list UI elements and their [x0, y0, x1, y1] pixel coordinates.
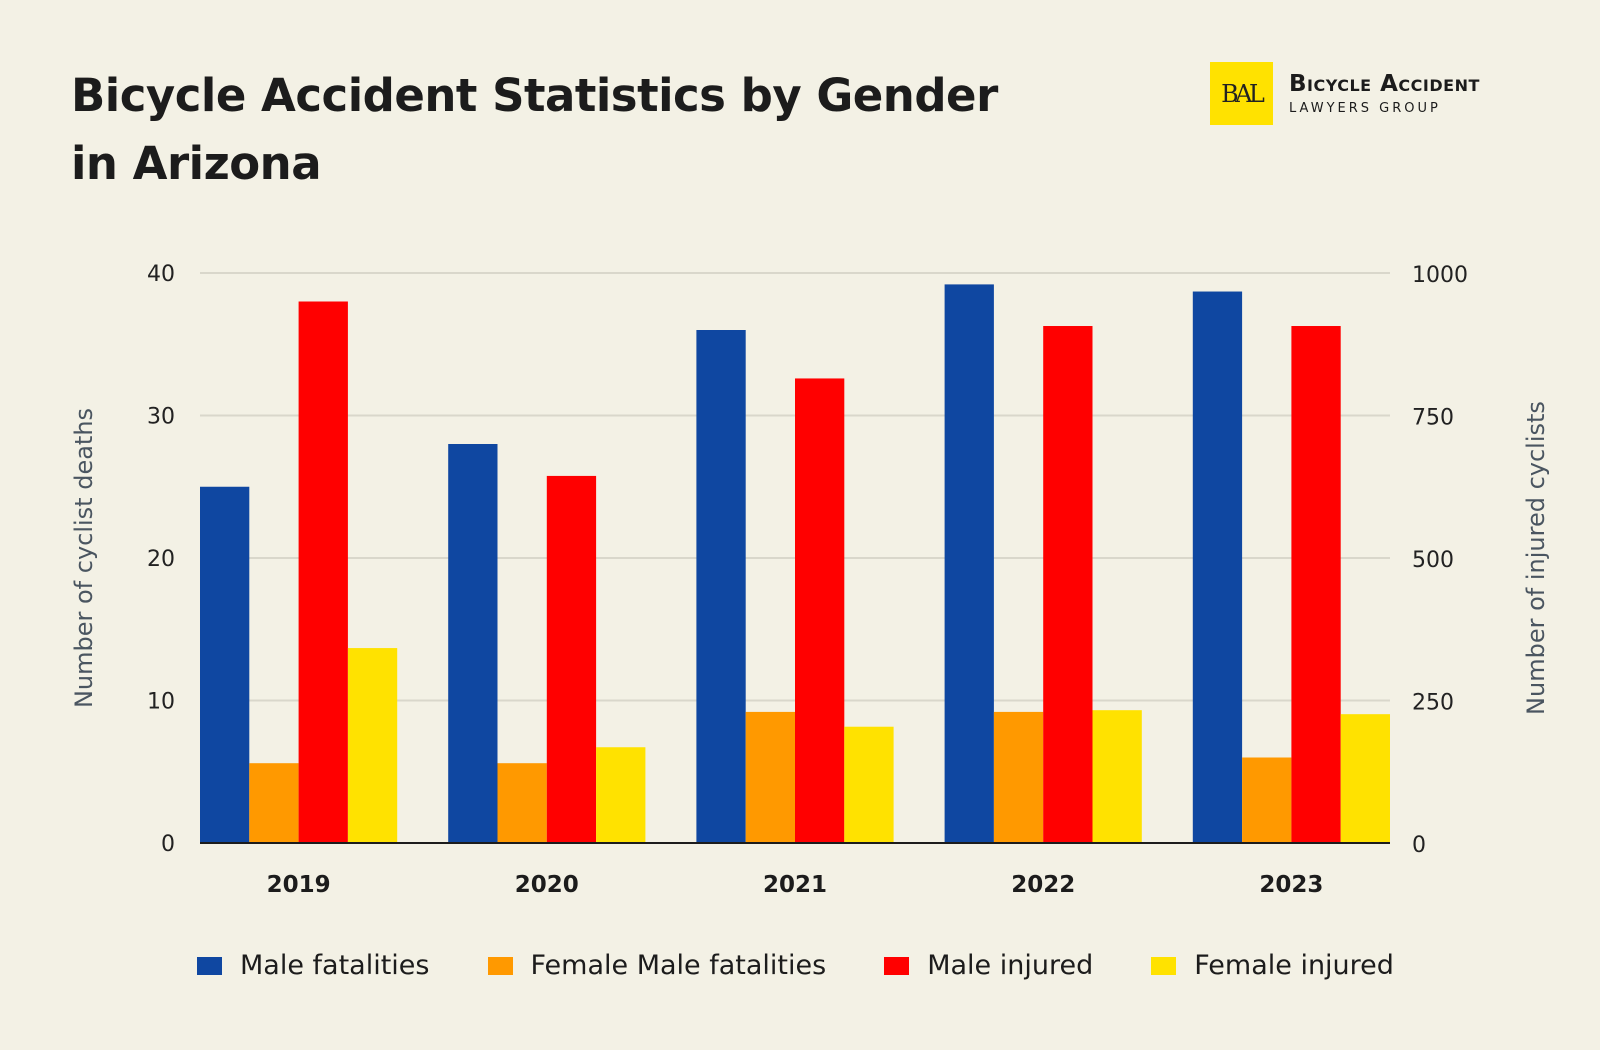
legend-item: Female Male fatalities — [487, 950, 827, 981]
bar-female-injured-2021 — [844, 726, 894, 843]
x-tick-label: 2022 — [1011, 872, 1075, 898]
bar-male-fatalities-2022 — [944, 284, 994, 843]
bar-female-male-fatalities-2021 — [745, 711, 795, 843]
legend-swatch — [884, 956, 910, 975]
y-right-tick-label: 250 — [1412, 691, 1454, 716]
legend-item: Female injured — [1151, 950, 1394, 981]
y-right-tick-label: 1000 — [1412, 263, 1468, 288]
legend-item: Male fatalities — [197, 950, 430, 981]
chart-title: Bicycle Accident Statistics by Gender in… — [71, 69, 998, 190]
bar-female-injured-2022 — [1092, 710, 1142, 843]
x-tick-label: 2021 — [763, 872, 827, 898]
bar-female-injured-2023 — [1340, 714, 1390, 843]
legend-swatch — [1151, 956, 1177, 975]
logo-monogram-icon: B A L — [1210, 62, 1273, 125]
legend-label: Male fatalities — [240, 950, 430, 981]
bar-male-fatalities-2021 — [696, 330, 746, 843]
legend-item: Male injured — [884, 950, 1093, 981]
y-tick-label: 10 — [147, 690, 175, 715]
bar-male-fatalities-2019 — [200, 486, 250, 843]
y-right-tick-label: 750 — [1412, 406, 1454, 431]
y-right-tick-label: 0 — [1412, 833, 1426, 858]
bar-female-male-fatalities-2023 — [1242, 757, 1292, 843]
y-tick-label: 30 — [147, 405, 175, 430]
bar-female-injured-2019 — [347, 648, 398, 843]
logo-subtitle: LAWYERS GROUP — [1289, 101, 1441, 116]
legend-swatch — [197, 956, 222, 975]
bar-female-male-fatalities-2020 — [497, 763, 547, 843]
legend-label: Female injured — [1194, 950, 1394, 981]
legend: Male fatalities Female Male fatalities Mal… — [197, 950, 1394, 981]
x-tick-label: 2023 — [1259, 872, 1323, 898]
bar-male-injured-2023 — [1291, 326, 1341, 843]
y-tick-label: 40 — [147, 262, 175, 287]
y-axis-title: Number of cyclist deaths — [70, 408, 98, 708]
y-right-tick-label: 500 — [1412, 548, 1454, 573]
legend-swatch — [487, 956, 513, 975]
x-tick-label: 2019 — [267, 872, 331, 898]
bar-male-injured-2022 — [1043, 326, 1093, 843]
bar-male-injured-2020 — [546, 475, 597, 843]
bar-male-fatalities-2023 — [1192, 291, 1243, 843]
bar-male-injured-2019 — [298, 301, 348, 843]
y-tick-label: 0 — [161, 832, 175, 857]
bar-female-injured-2020 — [596, 747, 646, 843]
bar-male-fatalities-2020 — [448, 444, 498, 843]
logo: B A L Bicycle Accident LAWYERS GROUP — [1210, 62, 1480, 125]
legend-label: Male injured — [927, 950, 1094, 981]
logo-name: Bicycle Accident — [1289, 71, 1480, 97]
x-tick-label: 2020 — [515, 872, 579, 898]
y-right-axis-title: Number of injured cyclists — [1522, 401, 1550, 715]
bar-female-male-fatalities-2019 — [249, 763, 299, 843]
legend-label: Female Male fatalities — [530, 950, 827, 981]
y-tick-label: 20 — [147, 547, 175, 572]
bar-male-injured-2021 — [795, 378, 845, 843]
bar-female-male-fatalities-2022 — [993, 711, 1044, 843]
